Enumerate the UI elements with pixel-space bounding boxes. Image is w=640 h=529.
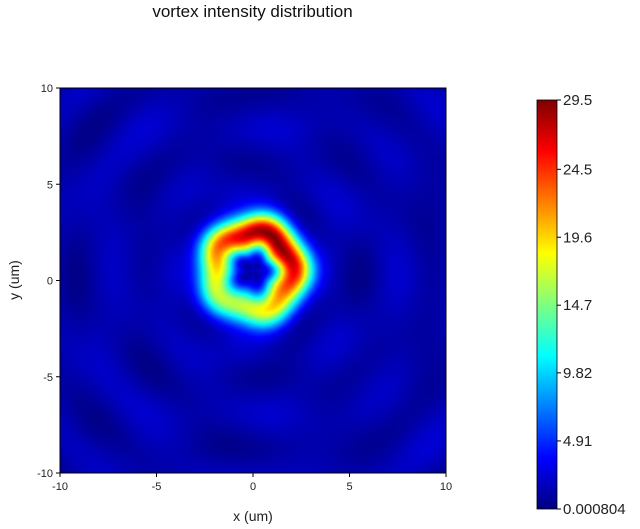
colorbar-tick-label: 4.91 bbox=[563, 433, 592, 450]
x-axis-ticks: -10 -5 0 5 10 bbox=[52, 473, 452, 493]
x-tick-label: 5 bbox=[346, 481, 352, 493]
y-tick-label: 10 bbox=[41, 83, 53, 95]
x-tick-label: -5 bbox=[152, 481, 162, 493]
colorbar: 29.5 24.5 19.6 14.7 9.82 4.91 0.000804 bbox=[536, 92, 626, 518]
chart-title: vortex intensity distribution bbox=[152, 2, 353, 21]
colorbar-gradient bbox=[536, 99, 558, 510]
colorbar-ticks: 29.5 24.5 19.6 14.7 9.82 4.91 0.000804 bbox=[557, 92, 626, 518]
colorbar-tick-label: 24.5 bbox=[563, 161, 592, 178]
y-tick-label: -5 bbox=[43, 372, 53, 384]
heatmap-image bbox=[60, 88, 446, 473]
y-axis-label: y (um) bbox=[6, 260, 22, 300]
colorbar-tick-label: 0.000804 bbox=[563, 501, 626, 518]
y-tick-label: -10 bbox=[37, 468, 53, 480]
x-axis-label: x (um) bbox=[233, 508, 273, 524]
x-tick-label: -10 bbox=[52, 481, 68, 493]
colorbar-tick-label: 14.7 bbox=[563, 297, 592, 314]
colorbar-tick-label: 29.5 bbox=[563, 92, 592, 109]
y-axis-ticks: -10 -5 0 5 10 bbox=[37, 83, 60, 480]
colorbar-tick-label: 9.82 bbox=[563, 365, 592, 382]
x-tick-label: 0 bbox=[250, 481, 256, 493]
x-tick-label: 10 bbox=[440, 481, 452, 493]
y-tick-label: 0 bbox=[47, 276, 53, 288]
y-tick-label: 5 bbox=[47, 179, 53, 191]
colorbar-tick-label: 19.6 bbox=[563, 229, 592, 246]
plot-area bbox=[59, 87, 447, 474]
